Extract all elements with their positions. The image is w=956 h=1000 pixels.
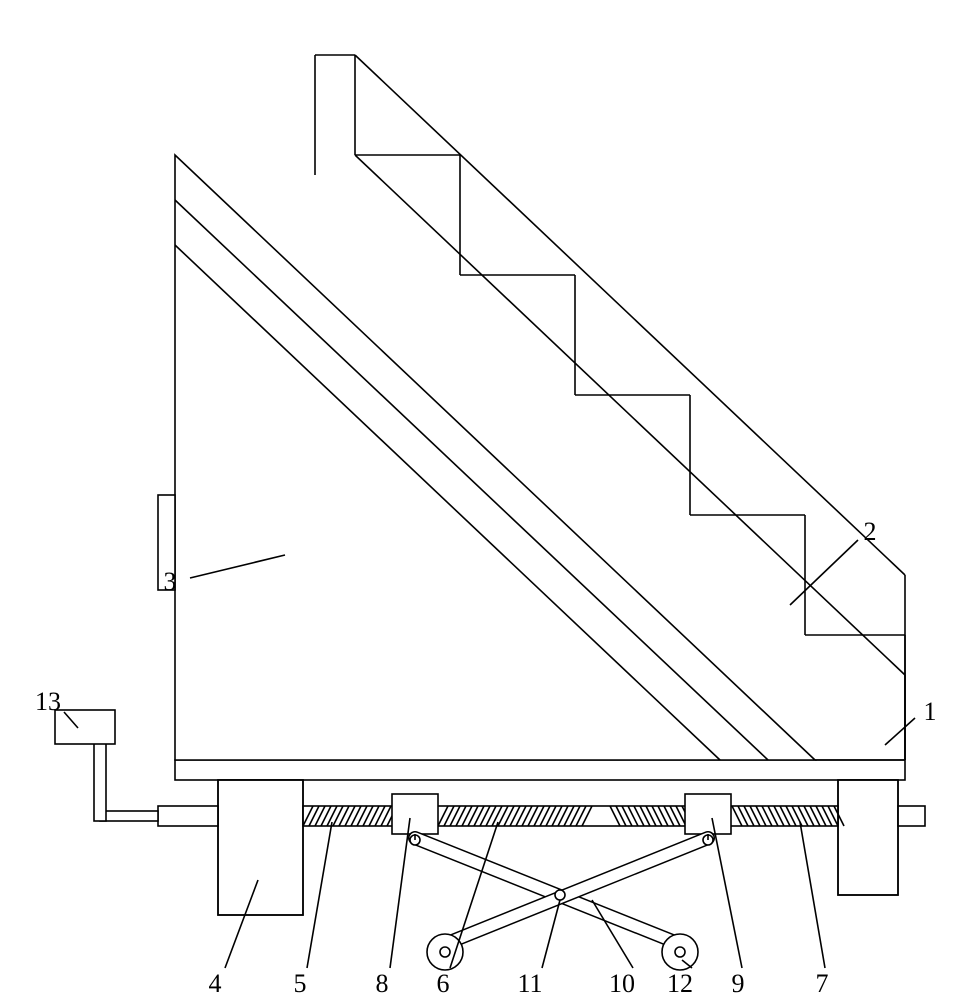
callout-label-10: 10: [609, 969, 635, 998]
callout-label-11: 11: [517, 969, 542, 998]
callout-label-3: 3: [164, 567, 177, 596]
callout-label-12: 12: [667, 969, 693, 998]
callout-label-7: 7: [816, 969, 829, 998]
callout-label-5: 5: [294, 969, 307, 998]
callout-label-2: 2: [864, 517, 877, 546]
callout-label-13: 13: [35, 687, 61, 716]
callout-label-9: 9: [732, 969, 745, 998]
callout-label-4: 4: [209, 969, 222, 998]
callout-label-8: 8: [376, 969, 389, 998]
callout-label-1: 1: [924, 697, 937, 726]
callout-label-6: 6: [437, 969, 450, 998]
